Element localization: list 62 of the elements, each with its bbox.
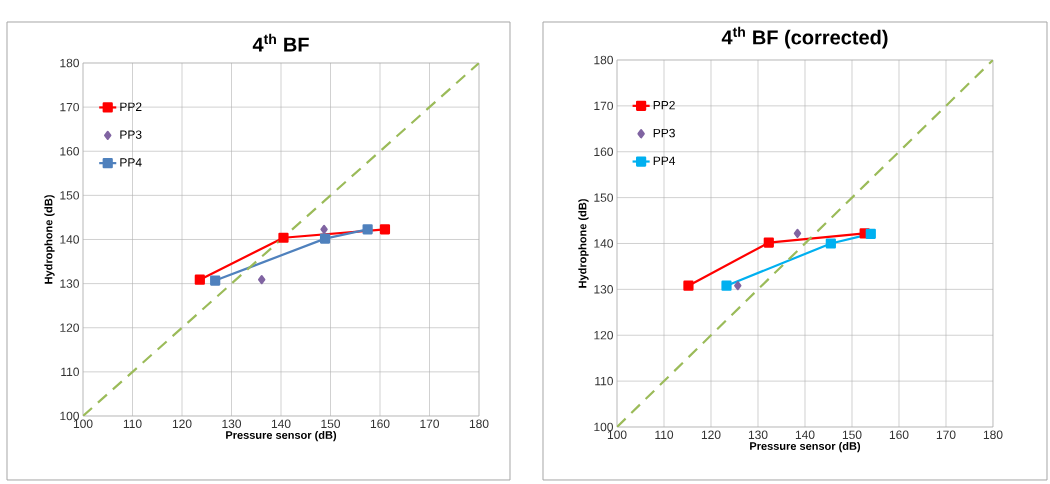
y-tick-label: 110	[595, 376, 614, 386]
point	[362, 224, 373, 235]
legend-label: PP3	[120, 130, 142, 139]
y-tick-label: 140	[594, 239, 613, 248]
y-tick-label: 180	[594, 55, 613, 65]
point	[683, 280, 694, 291]
y-tick-label: 160	[594, 147, 613, 156]
point	[865, 228, 876, 239]
y-tick-label: 120	[60, 323, 80, 332]
point	[763, 237, 774, 248]
legend-label: PP4	[120, 158, 142, 167]
legend-label: PP2	[653, 100, 675, 110]
y-tick-label: 110	[61, 367, 80, 377]
x-tick-label: 120	[172, 419, 192, 429]
point	[825, 238, 836, 249]
point	[793, 228, 802, 238]
x-tick-label: 170	[420, 419, 440, 429]
x-tick-label: 140	[795, 430, 815, 440]
y-axis-title: Hydrophone (dB)	[578, 199, 589, 288]
y-tick-label: 180	[60, 58, 80, 68]
x-tick-label: 110	[123, 419, 142, 429]
chart-title: 4$^{th}$ BF (corrected)	[721, 26, 888, 49]
y-tick-label: 130	[60, 279, 80, 288]
point	[734, 281, 742, 291]
point	[319, 233, 331, 244]
point	[721, 280, 732, 291]
point	[194, 274, 205, 285]
point	[257, 275, 266, 285]
point	[210, 275, 221, 286]
x-tick-label: 160	[370, 419, 390, 429]
legend-label: PP4	[653, 156, 676, 165]
x-tick-label: 180	[469, 419, 489, 429]
x-tick-label: 170	[936, 430, 956, 440]
x-tick-label: 130	[222, 419, 242, 429]
x-tick-label: 110	[655, 430, 674, 440]
y-tick-label: 170	[60, 102, 80, 112]
y-tick-label: 150	[60, 191, 80, 200]
x-tick-label: 150	[321, 419, 341, 429]
y-tick-label: 150	[594, 193, 613, 202]
x-axis-title: Pressure sensor (dB)	[226, 430, 337, 442]
y-tick-label: 160	[60, 147, 80, 156]
legend-label: PP2	[120, 102, 142, 111]
x-tick-label: 120	[701, 430, 721, 440]
x-tick-label: 100	[73, 419, 93, 429]
x-axis-title: Pressure sensor (dB)	[750, 441, 861, 453]
x-tick-label: 160	[889, 430, 909, 440]
point	[278, 232, 289, 243]
x-tick-label: 150	[842, 430, 862, 440]
point	[379, 224, 391, 235]
y-tick-label: 170	[594, 101, 613, 111]
x-tick-label: 130	[748, 430, 768, 440]
point	[320, 224, 328, 234]
legend-label: PP3	[653, 128, 675, 138]
x-tick-label: 140	[271, 419, 291, 429]
x-tick-label: 180	[983, 430, 1003, 440]
y-tick-label: 120	[594, 331, 613, 340]
y-tick-label: 130	[594, 285, 613, 294]
chart-title: 4$^{th}$ BF	[252, 33, 309, 52]
y-tick-label: 140	[60, 235, 80, 244]
x-tick-label: 100	[607, 430, 627, 440]
y-tick-label: 100	[60, 411, 80, 421]
y-axis-title: Hydrophone (dB)	[44, 195, 55, 284]
